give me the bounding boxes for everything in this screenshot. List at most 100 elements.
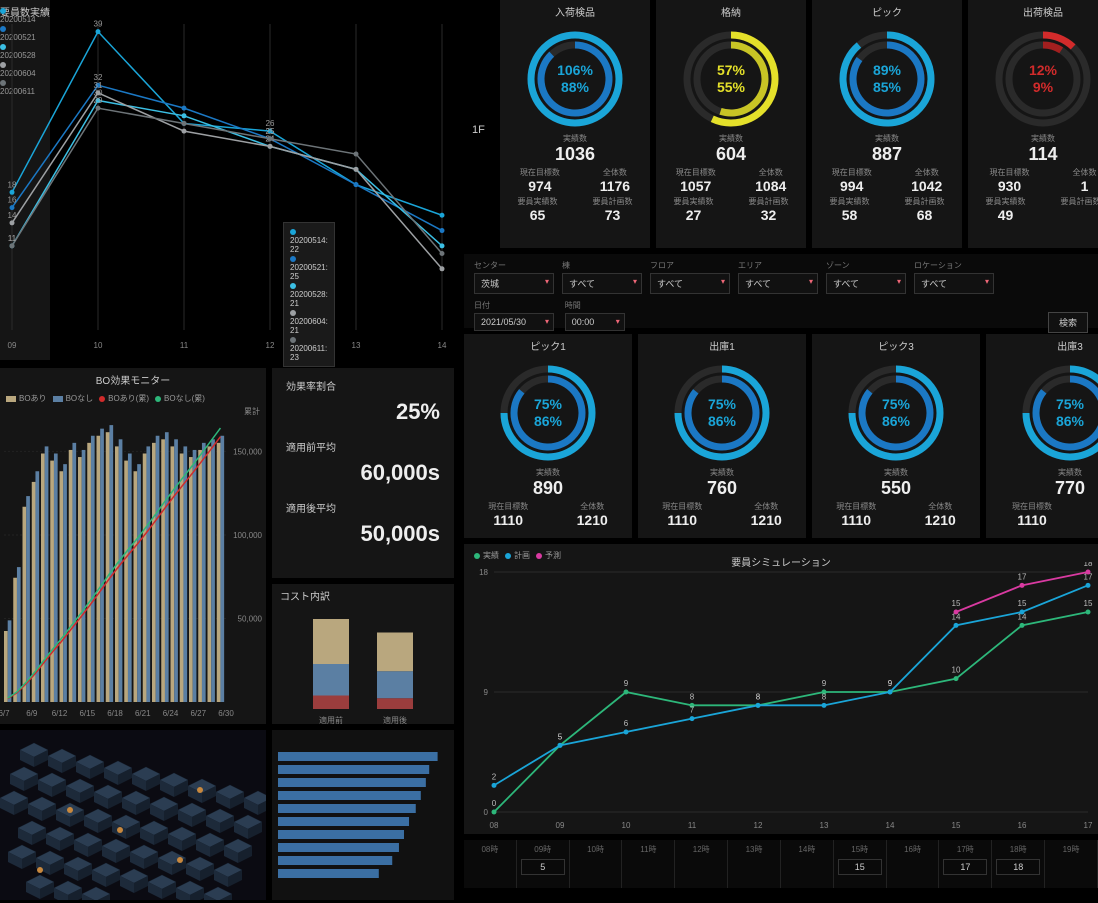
gauge-card: 出庫375%86%実績数770現在目標数1110全体数1 [986, 334, 1098, 538]
svg-text:12: 12 [754, 821, 763, 830]
svg-text:18: 18 [8, 180, 17, 189]
filter-select[interactable]: すべて [738, 273, 818, 294]
gauge-title: 出荷検品 [968, 0, 1098, 23]
simulation-svg: 0918080910111213141516170598899101415256… [464, 562, 1098, 832]
warehouse-3d-svg [0, 730, 266, 900]
timeline-value[interactable]: 17 [943, 859, 987, 875]
svg-text:9: 9 [624, 679, 629, 688]
svg-text:8: 8 [822, 692, 827, 701]
svg-text:10: 10 [622, 821, 631, 830]
svg-text:10: 10 [94, 341, 103, 350]
filter-select[interactable]: すべて [650, 273, 730, 294]
svg-text:6/9: 6/9 [26, 709, 38, 718]
svg-text:12: 12 [266, 341, 275, 350]
floor-label: 1F [472, 124, 485, 136]
svg-text:100,000: 100,000 [233, 531, 262, 540]
svg-text:9: 9 [888, 679, 893, 688]
svg-text:6/27: 6/27 [190, 709, 206, 718]
timeline-cell: 15時15 [834, 840, 887, 888]
filter-date-input[interactable]: 2021/05/30 [474, 313, 554, 331]
gauge-card: ピック175%86%実績数890現在目標数1110全体数1210 [464, 334, 632, 538]
cost-svg: 適用前 適用後 [272, 607, 454, 727]
gauge-card: 出庫175%86%実績数760現在目標数1110全体数1210 [638, 334, 806, 538]
filter-select[interactable]: すべて [826, 273, 906, 294]
gauge-card: ピック89%85%実績数887現在目標数994全体数1042要員実績数58要員計… [812, 0, 962, 248]
svg-text:11: 11 [688, 821, 697, 830]
timeline-value[interactable]: 18 [996, 859, 1040, 875]
svg-text:8: 8 [756, 692, 761, 701]
search-button[interactable]: 検索 [1048, 312, 1088, 333]
svg-text:適用後: 適用後 [383, 715, 407, 725]
timeline-cell: 16時 [887, 840, 940, 888]
gauge-title: ピック [812, 0, 962, 23]
hbar-svg [272, 730, 454, 900]
svg-text:16: 16 [1018, 821, 1027, 830]
kpi-rate-value: 25% [286, 399, 440, 425]
timeline-cell: 18時18 [992, 840, 1045, 888]
timeline-cell: 10時 [570, 840, 623, 888]
kpi-before-value: 60,000s [286, 460, 440, 486]
svg-text:適用前: 適用前 [319, 715, 343, 725]
svg-text:6/12: 6/12 [52, 709, 68, 718]
bo-monitor-title: BO効果モニター [0, 368, 266, 391]
timeline-cell: 19時 [1045, 840, 1098, 888]
gauge-title: ピック1 [464, 334, 632, 357]
svg-text:15: 15 [1018, 599, 1027, 608]
timeline-cell: 13時 [728, 840, 781, 888]
svg-text:11: 11 [180, 341, 189, 350]
timeline-value[interactable]: 5 [521, 859, 565, 875]
svg-text:5: 5 [558, 732, 563, 741]
warehouse-3d-panel [0, 730, 266, 900]
timeline-cell: 08時 [464, 840, 517, 888]
bo-monitor-panel: BO効果モニター BOありBOなしBOあり(累)BOなし(累) 累計 150,0… [0, 368, 266, 724]
filter-select[interactable]: すべて [562, 273, 642, 294]
filter-select[interactable]: 茨城 [474, 273, 554, 294]
gauge-card: 格納57%55%実績数604現在目標数1057全体数1084要員実績数27要員計… [656, 0, 806, 248]
timeline-panel: 08時09時510時11時12時13時14時15時1516時17時1718時18… [464, 840, 1098, 888]
gauge-title: ピック3 [812, 334, 980, 357]
svg-text:09: 09 [8, 341, 17, 350]
filter-time-label: 時間 [565, 300, 625, 311]
filter-select[interactable]: すべて [914, 273, 994, 294]
gauge-card: 出荷検品12%9%実績数114現在目標数930全体数1要員実績数49要員計画数 [968, 0, 1098, 248]
kpi-after-label: 適用後平均 [286, 500, 440, 515]
svg-text:6/21: 6/21 [135, 709, 151, 718]
hbar-panel [272, 730, 454, 900]
svg-text:11: 11 [8, 234, 17, 243]
svg-text:25: 25 [266, 127, 275, 136]
kpi-panel: 効果率割合 25% 適用前平均 60,000s 適用後平均 50,000s [272, 368, 454, 578]
svg-text:7: 7 [690, 706, 695, 715]
kpi-before-label: 適用前平均 [286, 439, 440, 454]
bo-monitor-svg: 150,000100,00050,0006/76/96/126/156/186/… [0, 412, 266, 722]
filter-time-input[interactable]: 00:00 [565, 313, 625, 331]
timeline-cell: 12時 [675, 840, 728, 888]
svg-text:6/15: 6/15 [79, 709, 95, 718]
svg-text:14: 14 [8, 211, 17, 220]
cost-title: コスト内訳 [272, 584, 454, 607]
svg-text:39: 39 [94, 20, 103, 29]
line-chart-panel: 要員数実績 2020051420200521202005282020060420… [0, 0, 50, 360]
timeline-value[interactable]: 15 [838, 859, 882, 875]
svg-text:15: 15 [952, 821, 961, 830]
simulation-panel: 実績計画予測 要員シミュレーション 0918080910111213141516… [464, 544, 1098, 834]
svg-text:18: 18 [479, 568, 488, 577]
svg-text:9: 9 [484, 688, 489, 697]
svg-text:10: 10 [952, 666, 961, 675]
svg-text:6/24: 6/24 [163, 709, 179, 718]
svg-text:17: 17 [1084, 821, 1093, 830]
gauge-title: 出庫3 [986, 334, 1098, 357]
svg-text:6/7: 6/7 [0, 709, 10, 718]
svg-text:150,000: 150,000 [233, 447, 262, 456]
kpi-after-value: 50,000s [286, 521, 440, 547]
svg-text:16: 16 [8, 196, 17, 205]
timeline-cell: 17時17 [939, 840, 992, 888]
svg-text:17: 17 [1018, 572, 1027, 581]
filter-bar: センター茨城棟すべてフロアすべてエリアすべてゾーンすべてロケーションすべて 日付… [464, 254, 1098, 328]
timeline-cell: 09時5 [517, 840, 570, 888]
line-chart-tooltip: 20200514: 2220200521: 2520200528: 212020… [283, 222, 335, 367]
svg-text:6: 6 [624, 719, 629, 728]
filter-date-label: 日付 [474, 300, 554, 311]
gauge-title: 入荷検品 [500, 0, 650, 23]
line-chart-svg: 0910111213141839261632251130241431241129… [0, 14, 454, 354]
svg-text:31: 31 [94, 81, 103, 90]
